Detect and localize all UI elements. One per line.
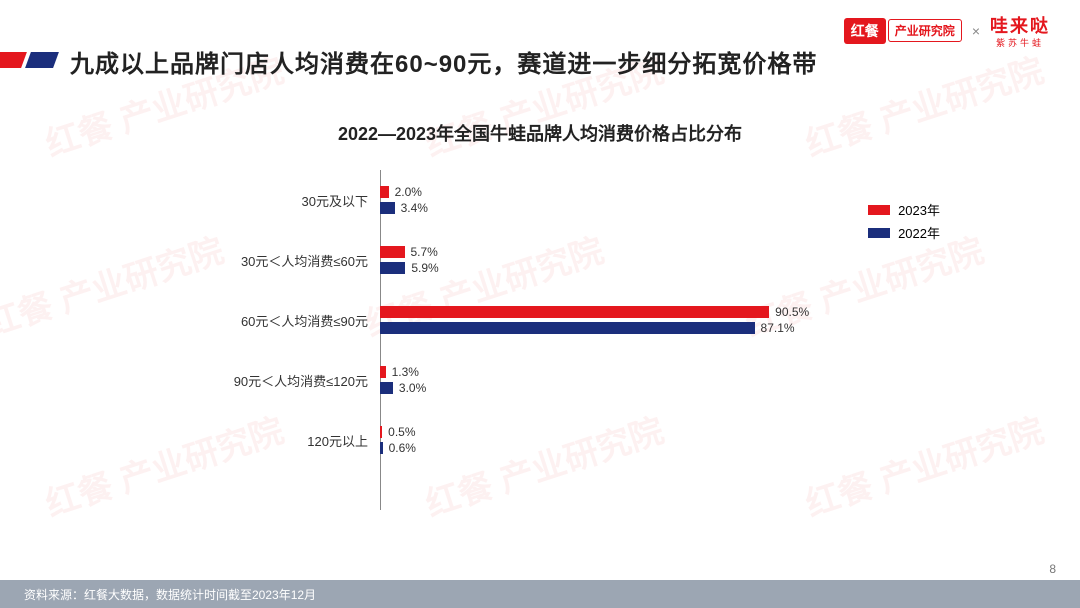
bar-wrap: 5.9% [380, 261, 980, 275]
logo-walaida-sub: 紫苏牛蛙 [990, 36, 1050, 49]
bar-wrap: 87.1% [380, 321, 980, 335]
chart-title: 2022—2023年全国牛蛙品牌人均消费价格占比分布 [0, 120, 1080, 146]
bar-value: 5.9% [411, 261, 438, 275]
bar [380, 306, 769, 318]
bar-wrap: 0.6% [380, 441, 980, 455]
bar-group: 2.0% 3.4% [380, 170, 980, 230]
bar-wrap: 1.3% [380, 365, 980, 379]
logo-area: 红餐 产业研究院 × 哇来哒 紫苏牛蛙 [844, 12, 1050, 49]
bar-group: 90.5% 87.1% [380, 290, 980, 350]
bar-group: 0.5% 0.6% [380, 410, 980, 470]
bar-chart: 2023年2022年 30元及以下2.0%3.4%30元＜人均消费≤60元5.7… [100, 170, 980, 510]
logo-walaida: 哇来哒 紫苏牛蛙 [990, 12, 1050, 49]
chart-row: 30元及以下 2.0% 3.4% [100, 170, 980, 230]
bar-wrap: 2.0% [380, 185, 980, 199]
bar-wrap: 3.4% [380, 201, 980, 215]
title-decoration [0, 52, 56, 68]
chart-row: 60元＜人均消费≤90元 90.5% 87.1% [100, 290, 980, 350]
logo-hongcan-box: 红餐 [844, 18, 886, 44]
logo-hongcan-text: 产业研究院 [888, 19, 962, 42]
bar-value: 1.3% [392, 365, 419, 379]
bar-value: 0.5% [388, 425, 415, 439]
footer-source: 资料来源：红餐大数据，数据统计时间截至2023年12月 [0, 580, 1080, 608]
category-label: 90元＜人均消费≤120元 [100, 371, 380, 390]
logo-walaida-top: 哇来哒 [990, 12, 1050, 38]
bar-value: 3.4% [401, 201, 428, 215]
bar-wrap: 0.5% [380, 425, 980, 439]
category-label: 120元以上 [100, 431, 380, 450]
bar-wrap: 90.5% [380, 305, 980, 319]
bar-wrap: 5.7% [380, 245, 980, 259]
bar [380, 186, 389, 198]
bar [380, 382, 393, 394]
category-label: 30元＜人均消费≤60元 [100, 251, 380, 270]
page-number: 8 [1049, 562, 1056, 576]
watermark: 红餐 产业研究院 [798, 43, 1048, 166]
chart-row: 120元以上 0.5% 0.6% [100, 410, 980, 470]
bar-value: 90.5% [775, 305, 809, 319]
chart-row: 30元＜人均消费≤60元 5.7% 5.9% [100, 230, 980, 290]
logo-separator: × [972, 23, 980, 39]
bar-value: 2.0% [395, 185, 422, 199]
bar-value: 87.1% [761, 321, 795, 335]
bar-group: 1.3% 3.0% [380, 350, 980, 410]
bar-wrap: 3.0% [380, 381, 980, 395]
chart-row: 90元＜人均消费≤120元 1.3% 3.0% [100, 350, 980, 410]
bar [380, 262, 405, 274]
bar-value: 5.7% [411, 245, 438, 259]
bar [380, 442, 383, 454]
page-title: 九成以上品牌门店人均消费在60~90元，赛道进一步细分拓宽价格带 [70, 44, 817, 79]
logo-hongcan: 红餐 产业研究院 [844, 18, 962, 44]
bar-value: 3.0% [399, 381, 426, 395]
bar [380, 426, 382, 438]
category-label: 30元及以下 [100, 191, 380, 210]
bar [380, 246, 405, 258]
bar [380, 202, 395, 214]
bar-group: 5.7% 5.9% [380, 230, 980, 290]
bar [380, 366, 386, 378]
bar-value: 0.6% [389, 441, 416, 455]
bar [380, 322, 755, 334]
category-label: 60元＜人均消费≤90元 [100, 311, 380, 330]
